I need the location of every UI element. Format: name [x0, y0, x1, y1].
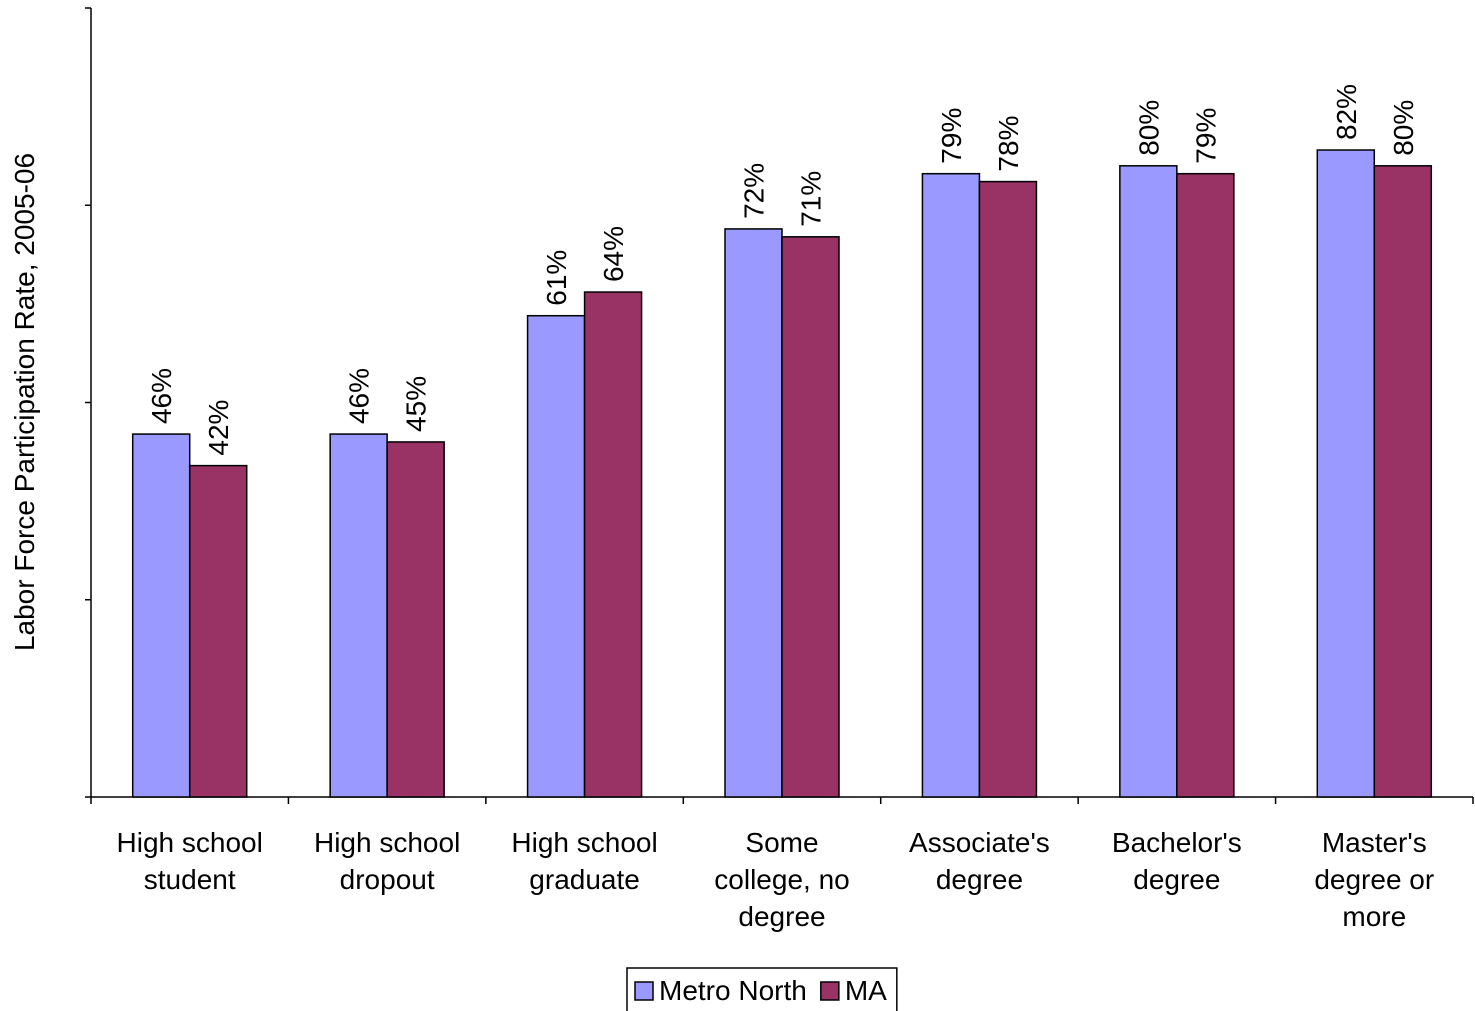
data-label: 45% — [401, 376, 432, 432]
x-tick-label: Associate's degree — [909, 827, 1050, 895]
x-tick-label: High school dropout — [314, 827, 460, 895]
data-label: 46% — [344, 368, 375, 424]
bar-ma — [781, 236, 840, 798]
bar-metro-north — [921, 172, 981, 798]
bar-ma — [583, 291, 643, 798]
data-label: 71% — [796, 171, 827, 227]
bar-ma — [1373, 165, 1433, 798]
bar-metro-north — [1316, 149, 1376, 798]
data-label: 72% — [739, 163, 770, 219]
bar-metro-north — [131, 433, 191, 798]
legend-box — [626, 967, 898, 1011]
x-tick-label: Master's degree or more — [1314, 827, 1434, 932]
legend-swatch — [820, 981, 840, 1001]
y-axis-label: Labor Force Participation Rate, 2005-06 — [9, 153, 40, 651]
legend-label: MA — [845, 975, 887, 1006]
legend-swatch — [634, 981, 654, 1001]
bar-ma — [1176, 172, 1235, 798]
data-label: 78% — [993, 116, 1024, 172]
data-label: 80% — [1133, 100, 1164, 156]
data-label: 79% — [1190, 108, 1221, 164]
x-tick-label: Some college, no degree — [714, 827, 849, 932]
data-label: 61% — [541, 250, 572, 306]
bar-metro-north — [329, 433, 388, 798]
data-label: 46% — [146, 368, 177, 424]
data-label: 79% — [936, 108, 967, 164]
bar-ma — [386, 441, 445, 798]
bar-ma — [188, 464, 248, 798]
data-label: 64% — [598, 226, 629, 282]
bar-metro-north — [1119, 165, 1178, 798]
legend: Metro North MA — [626, 967, 898, 1011]
x-tick-label: High school student — [117, 827, 263, 895]
data-label: 80% — [1388, 100, 1419, 156]
data-label: 82% — [1331, 84, 1362, 140]
legend-label: Metro North — [659, 975, 807, 1006]
data-label: 42% — [203, 400, 234, 456]
x-tick-label: Bachelor's degree — [1112, 827, 1242, 895]
x-tick-label: High school graduate — [511, 827, 657, 895]
bar-ma — [978, 180, 1038, 798]
bar-metro-north — [724, 228, 783, 798]
bar-metro-north — [526, 314, 586, 798]
